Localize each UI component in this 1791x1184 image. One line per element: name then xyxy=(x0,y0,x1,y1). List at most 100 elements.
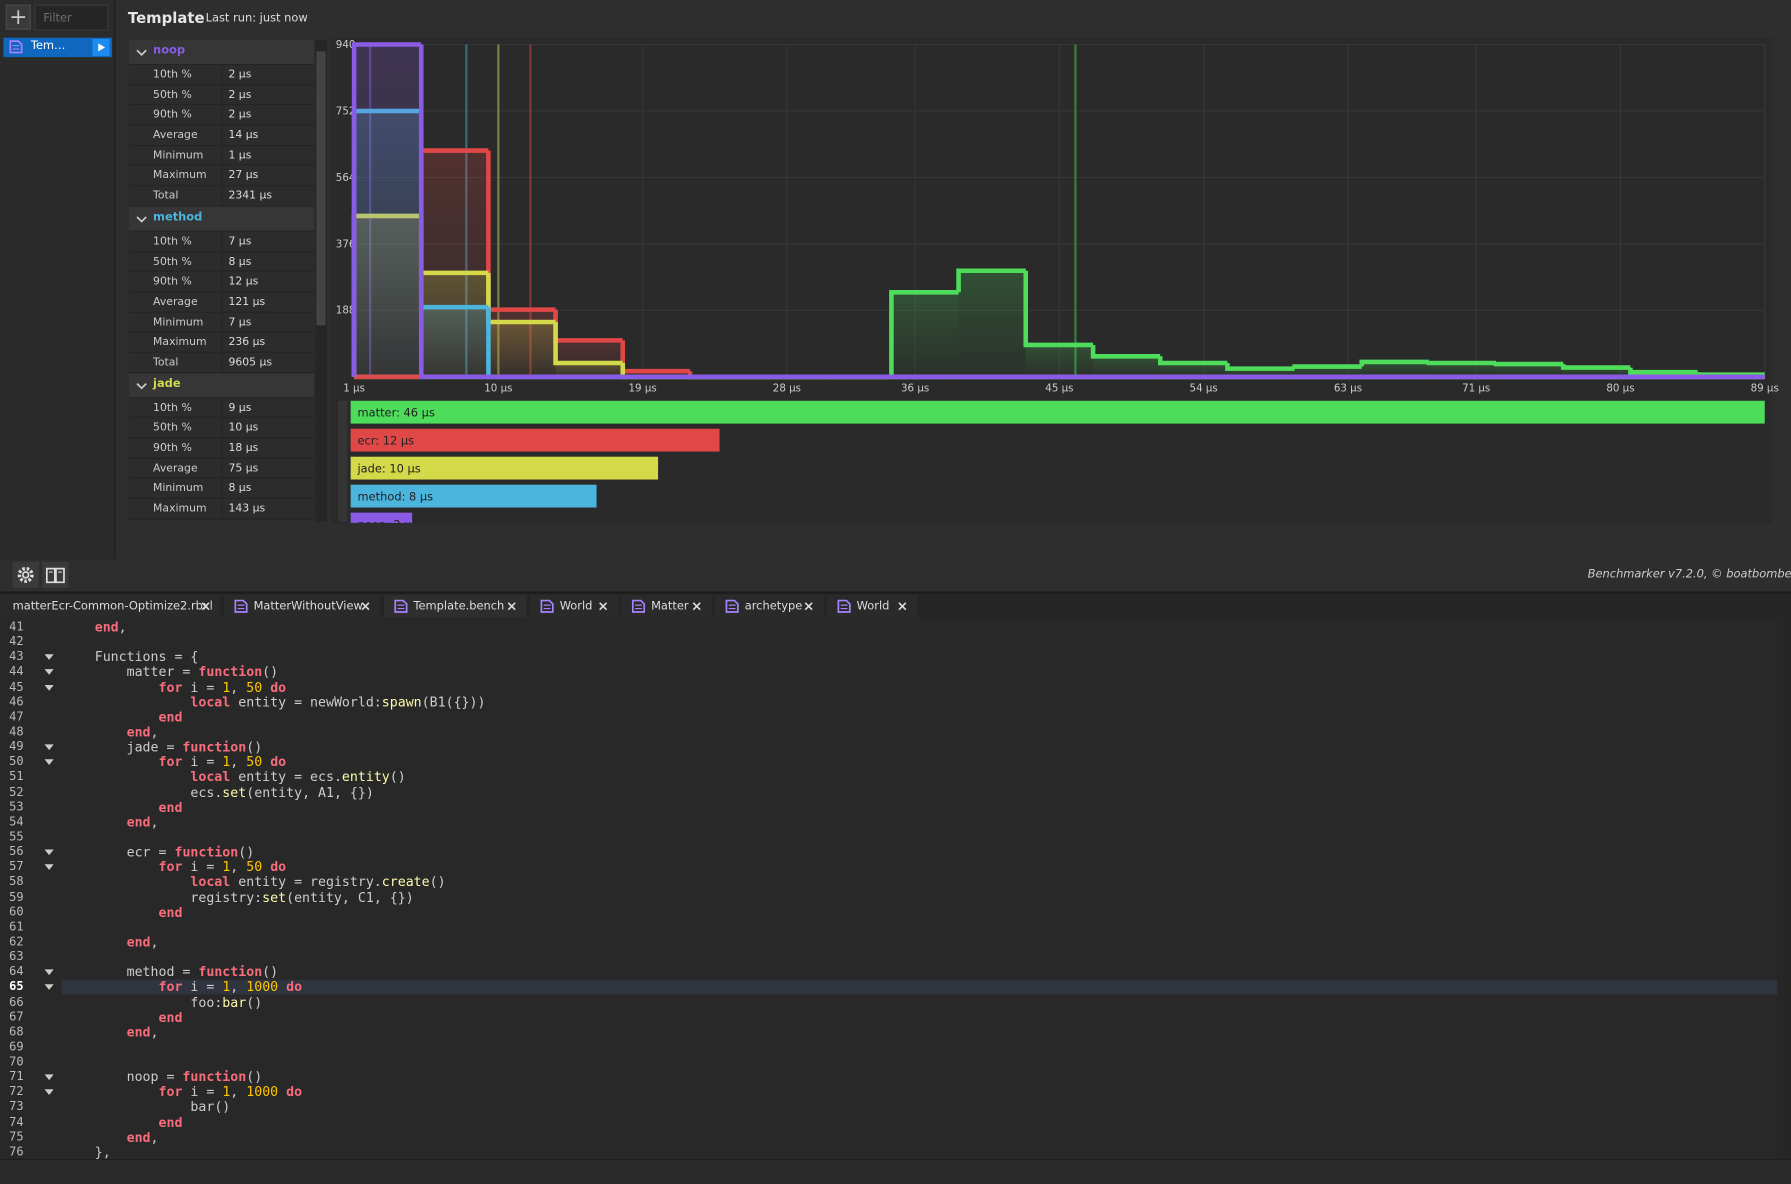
code-token xyxy=(198,1084,206,1100)
summary-bar xyxy=(350,484,597,508)
icon-shape xyxy=(540,599,554,613)
code-token: do xyxy=(286,978,303,995)
histogram-step xyxy=(1157,356,1228,366)
summary-bar-label: noop: 2 µs xyxy=(358,518,418,532)
code-token xyxy=(63,814,127,830)
line-number: 58 xyxy=(9,875,24,889)
code-token: = xyxy=(166,738,175,755)
code-token: for xyxy=(158,978,183,995)
fold-toggle[interactable] xyxy=(44,743,54,752)
editor-tab[interactable]: World xyxy=(826,594,918,618)
fold-toggle[interactable] xyxy=(44,1088,54,1097)
editor-tab[interactable]: Matter xyxy=(621,594,712,618)
code-token: set xyxy=(222,783,247,800)
code-token: ) xyxy=(254,738,263,755)
stat-label: Total xyxy=(153,189,179,203)
tab-close[interactable] xyxy=(692,602,701,611)
code-token xyxy=(63,889,191,905)
code-line: foo:bar() xyxy=(63,994,262,1010)
stat-row: 90th % 18 µs xyxy=(129,438,315,459)
fold-toggle[interactable] xyxy=(44,968,54,977)
code-token: } xyxy=(94,1143,103,1160)
fold-toggle[interactable] xyxy=(44,863,54,872)
code-token: entity xyxy=(294,888,342,905)
editor-tab[interactable]: archetype xyxy=(715,594,824,618)
fold-toggle[interactable] xyxy=(44,653,54,662)
scroll-thumb[interactable] xyxy=(316,51,326,326)
code-line: end xyxy=(63,709,183,725)
code-token: ) xyxy=(397,768,406,785)
histogram-bar xyxy=(958,270,1026,377)
editor-tab[interactable]: matterEcr-Common-Optimize2.rbxl xyxy=(0,594,221,618)
code-token xyxy=(238,979,246,995)
sidebar-item[interactable]: Tem… xyxy=(3,37,112,58)
code-token: , xyxy=(118,618,127,635)
filter-input[interactable]: Filter xyxy=(34,4,109,31)
run-button[interactable] xyxy=(92,38,110,56)
code-token: ) xyxy=(437,873,446,890)
tab-close[interactable] xyxy=(898,602,907,611)
code-token: . xyxy=(333,768,342,785)
stat-separator xyxy=(221,312,223,332)
icon-line xyxy=(237,604,245,610)
code-token xyxy=(182,649,190,665)
tab-close[interactable] xyxy=(201,602,210,611)
tab-label: MatterWithoutView xyxy=(253,600,363,614)
fold-toggle[interactable] xyxy=(44,683,54,692)
code-token xyxy=(166,649,174,665)
stats-group-header[interactable]: jade xyxy=(129,372,315,399)
editor-tab[interactable]: MatterWithoutView xyxy=(223,594,381,618)
tab-close[interactable] xyxy=(507,602,516,611)
code-token: ( xyxy=(246,783,255,800)
code-token: ) xyxy=(254,993,263,1010)
tab-label: archetype xyxy=(744,600,803,614)
stat-value: 2 µs xyxy=(228,88,252,102)
stat-row: Minimum 7 µs xyxy=(129,312,315,333)
docs-button[interactable] xyxy=(42,561,69,589)
fold-toggle[interactable] xyxy=(44,983,54,992)
code-token xyxy=(238,859,246,875)
code-token xyxy=(63,1069,127,1085)
code-token: end xyxy=(158,708,183,725)
settings-button[interactable] xyxy=(12,561,39,589)
histogram-step xyxy=(1225,362,1295,371)
footer-credit: Benchmarker v7.2.0, © boatbomber 2024 xyxy=(1587,568,1791,582)
close-cross xyxy=(692,602,701,611)
editor-scrollbar[interactable] xyxy=(1777,617,1791,1159)
fold-toggle[interactable] xyxy=(44,668,54,677)
stat-separator xyxy=(221,418,223,438)
code-line: for i = 1, 50 do xyxy=(63,678,287,695)
fold-toggle[interactable] xyxy=(44,848,54,857)
sidebar-item-label: Tem… xyxy=(30,39,66,53)
editor-tab[interactable]: Template.bench xyxy=(383,594,527,618)
code-token: i xyxy=(190,858,199,875)
stats-group-header[interactable]: noop xyxy=(129,39,315,66)
stat-label: Minimum xyxy=(153,482,204,495)
current-line-highlight xyxy=(61,980,1778,995)
stats-scrollbar[interactable] xyxy=(315,39,327,522)
code-token: jade xyxy=(126,738,159,755)
code-token xyxy=(63,934,127,950)
code-token: end xyxy=(158,1008,183,1025)
histogram-step xyxy=(1695,372,1765,377)
fold-toggle[interactable] xyxy=(44,1073,54,1082)
code-token xyxy=(182,754,190,770)
stat-value: 7 µs xyxy=(228,234,252,248)
tab-close[interactable] xyxy=(804,602,813,611)
stats-group-header[interactable]: method xyxy=(129,206,315,232)
code-token: registry xyxy=(310,873,374,890)
code-token: for xyxy=(158,678,183,695)
chevron-path xyxy=(136,49,147,57)
code-token xyxy=(238,754,246,770)
code-token: A1 xyxy=(318,783,334,800)
sidebar xyxy=(0,0,116,560)
icon-shape xyxy=(725,599,739,613)
tab-close[interactable] xyxy=(599,602,608,611)
tab-close[interactable] xyxy=(361,602,370,611)
fold-toggle[interactable] xyxy=(44,758,54,767)
code-token: , xyxy=(302,783,311,800)
stat-label: Total xyxy=(153,356,179,369)
stat-value: 12 µs xyxy=(228,275,259,288)
add-button[interactable] xyxy=(5,4,31,30)
editor-tab[interactable]: World xyxy=(529,594,618,618)
